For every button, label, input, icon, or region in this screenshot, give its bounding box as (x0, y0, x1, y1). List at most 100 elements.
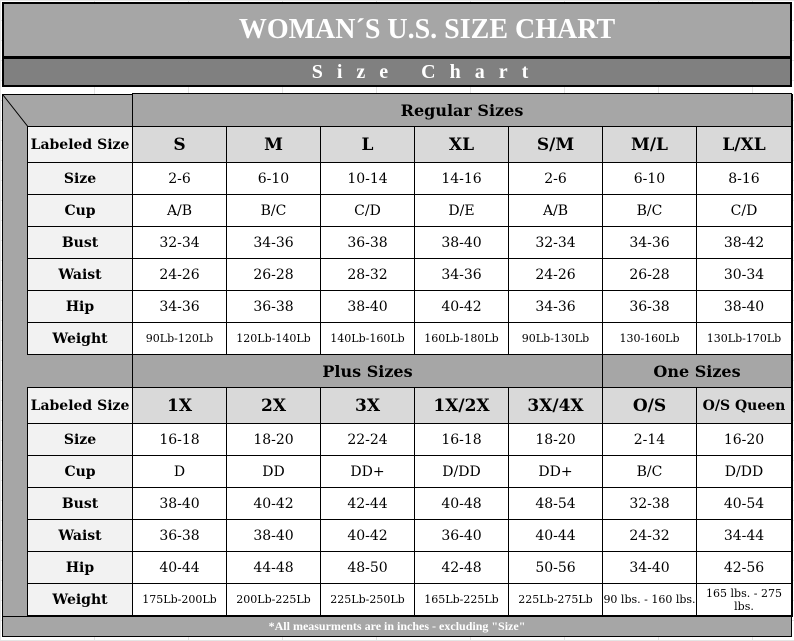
table-cell: 32-38 (602, 487, 697, 520)
table-cell: 32-34 (132, 226, 227, 259)
column-header: XL (414, 126, 509, 163)
column-header: 3X (320, 387, 415, 424)
table-cell: 38-40 (320, 290, 415, 323)
table-cell: 38-42 (696, 226, 792, 259)
table-cell: 34-36 (508, 290, 603, 323)
table-cell: A/B (132, 194, 227, 227)
column-header: S (132, 126, 227, 163)
table-cell: 40-42 (320, 519, 415, 552)
column-header: 1X/2X (414, 387, 509, 424)
group-header: Plus Sizes (132, 354, 603, 388)
table-cell: 16-18 (132, 423, 227, 456)
table-cell: A/B (508, 194, 603, 227)
table-cell: 40-48 (414, 487, 509, 520)
table-cell: 40-44 (132, 551, 227, 584)
column-header: M/L (602, 126, 697, 163)
table-cell: 2-6 (508, 162, 603, 195)
row-label: Bust (27, 487, 133, 520)
group-header: One Sizes (602, 354, 792, 388)
table-cell: 165Lb-225Lb (414, 583, 509, 616)
table-cell: 140Lb-160Lb (320, 322, 415, 355)
table-cell: 40-42 (226, 487, 321, 520)
row-label: Hip (27, 551, 133, 584)
table-cell: 36-38 (132, 519, 227, 552)
table-cell: 200Lb-225Lb (226, 583, 321, 616)
table-cell: 32-34 (508, 226, 603, 259)
column-header: O/S Queen (696, 387, 792, 424)
row-label: Cup (27, 455, 133, 488)
table-cell: 38-40 (132, 487, 227, 520)
column-header: L (320, 126, 415, 163)
column-header: 3X/4X (508, 387, 603, 424)
row-label: Size (27, 423, 133, 456)
table-cell: 48-50 (320, 551, 415, 584)
table-cell: 36-38 (320, 226, 415, 259)
table-cell: 160Lb-180Lb (414, 322, 509, 355)
table-cell: 175Lb-200Lb (132, 583, 227, 616)
table-cell: B/C (226, 194, 321, 227)
table-cell: 34-36 (226, 226, 321, 259)
column-header: M (226, 126, 321, 163)
chart-subtitle: Size Chart (2, 57, 792, 87)
table-cell: 40-54 (696, 487, 792, 520)
table-cell: 2-6 (132, 162, 227, 195)
table-cell: 120Lb-140Lb (226, 322, 321, 355)
table-cell: 40-42 (414, 290, 509, 323)
table-cell: DD+ (508, 455, 603, 488)
table-cell: 24-32 (602, 519, 697, 552)
table-cell: 90Lb-130Lb (508, 322, 603, 355)
column-header: 1X (132, 387, 227, 424)
table-cell: 34-44 (696, 519, 792, 552)
table-cell: 42-56 (696, 551, 792, 584)
row-label: Labeled Size (27, 387, 133, 424)
table-cell: 16-18 (414, 423, 509, 456)
column-header: O/S (602, 387, 697, 424)
table-cell: D/DD (414, 455, 509, 488)
table-cell: DD (226, 455, 321, 488)
row-label: Size (27, 162, 133, 195)
table-cell: 48-54 (508, 487, 603, 520)
table-cell: 30-34 (696, 258, 792, 291)
row-label: Bust (27, 226, 133, 259)
table-cell: 18-20 (226, 423, 321, 456)
column-header: 2X (226, 387, 321, 424)
table-cell: 34-36 (132, 290, 227, 323)
table-cell: 90Lb-120Lb (132, 322, 227, 355)
column-header: S/M (508, 126, 603, 163)
table-cell: 42-44 (320, 487, 415, 520)
table-cell: 6-10 (226, 162, 321, 195)
row-label: Weight (27, 322, 133, 355)
group-header: Regular Sizes (132, 93, 792, 127)
table-cell: 50-56 (508, 551, 603, 584)
row-label: Waist (27, 258, 133, 291)
table-cell: 16-20 (696, 423, 792, 456)
table-cell: 36-40 (414, 519, 509, 552)
table-cell: 26-28 (602, 258, 697, 291)
row-label: Labeled Size (27, 126, 133, 163)
table-cell: 225Lb-275Lb (508, 583, 603, 616)
table-cell: 10-14 (320, 162, 415, 195)
table-cell: DD+ (320, 455, 415, 488)
table-cell: D/DD (696, 455, 792, 488)
table-cell: 14-16 (414, 162, 509, 195)
table-cell: 36-38 (226, 290, 321, 323)
table-cell: B/C (602, 455, 697, 488)
table-cell: 34-36 (414, 258, 509, 291)
table-cell: 40-44 (508, 519, 603, 552)
table-cell: 130Lb-170Lb (696, 322, 792, 355)
table-cell: 36-38 (602, 290, 697, 323)
table-cell: 28-32 (320, 258, 415, 291)
table-cell: 8-16 (696, 162, 792, 195)
row-label: Weight (27, 583, 133, 616)
table-cell: 38-40 (696, 290, 792, 323)
table-cell: 42-48 (414, 551, 509, 584)
row-label: Waist (27, 519, 133, 552)
table-cell: 44-48 (226, 551, 321, 584)
table-cell: 22-24 (320, 423, 415, 456)
table-cell: 165 lbs. - 275 lbs. (696, 583, 792, 616)
table-cell: 90 lbs. - 160 lbs. (602, 583, 697, 616)
table-cell: 34-36 (602, 226, 697, 259)
column-header: L/XL (696, 126, 792, 163)
table-cell: 26-28 (226, 258, 321, 291)
footnote: *All measurments are in inches - excludi… (2, 616, 792, 637)
